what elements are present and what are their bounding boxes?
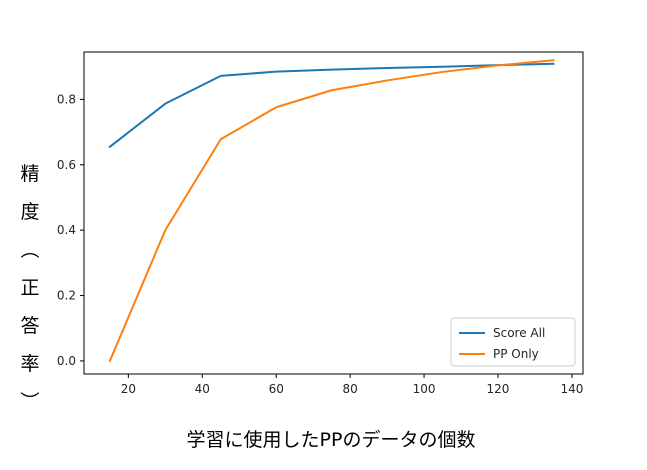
y-axis-label-char: 度 xyxy=(20,201,39,223)
y-tick-label: 0.0 xyxy=(57,354,76,368)
series-line-score-all xyxy=(108,62,555,149)
y-axis-label: 精度 ︵ 正答率 ︶ xyxy=(20,163,39,413)
x-axis-label: 学習に使用したPPのデータの個数 xyxy=(187,429,476,451)
y-axis-label-char: 正 xyxy=(20,277,39,299)
legend: Score All PP Only xyxy=(450,317,576,367)
x-tick-label: 80 xyxy=(342,382,357,396)
x-tick-label: 40 xyxy=(195,382,210,396)
axes-layer: 20 40 60 80 100 120 140 0.0 0.2 0.4 0.6 0.8 xyxy=(57,51,584,396)
y-tick-label: 0.2 xyxy=(57,289,76,303)
x-tick-label: 120 xyxy=(487,382,510,396)
legend-label-pp-only: PP Only xyxy=(493,347,539,361)
y-tick-label: 0.6 xyxy=(57,158,76,172)
x-tick-label: 20 xyxy=(121,382,136,396)
y-tick-label: 0.4 xyxy=(57,223,76,237)
axes-frame xyxy=(83,51,584,375)
y-axis-label-char: ︶ xyxy=(20,391,39,413)
x-tick-label: 100 xyxy=(413,382,436,396)
y-axis-label-char: 精 xyxy=(20,163,39,185)
series-layer xyxy=(108,59,555,363)
series-line-pp-only xyxy=(108,59,555,363)
y-axis-label-char: 答 xyxy=(20,315,39,337)
x-tick-label: 140 xyxy=(560,382,583,396)
y-axis-label-char: 率 xyxy=(20,353,39,375)
legend-label-score-all: Score All xyxy=(493,326,545,340)
y-tick-label: 0.8 xyxy=(57,92,76,106)
x-tick-label: 60 xyxy=(269,382,284,396)
y-axis-label-char: ︵ xyxy=(20,239,39,261)
